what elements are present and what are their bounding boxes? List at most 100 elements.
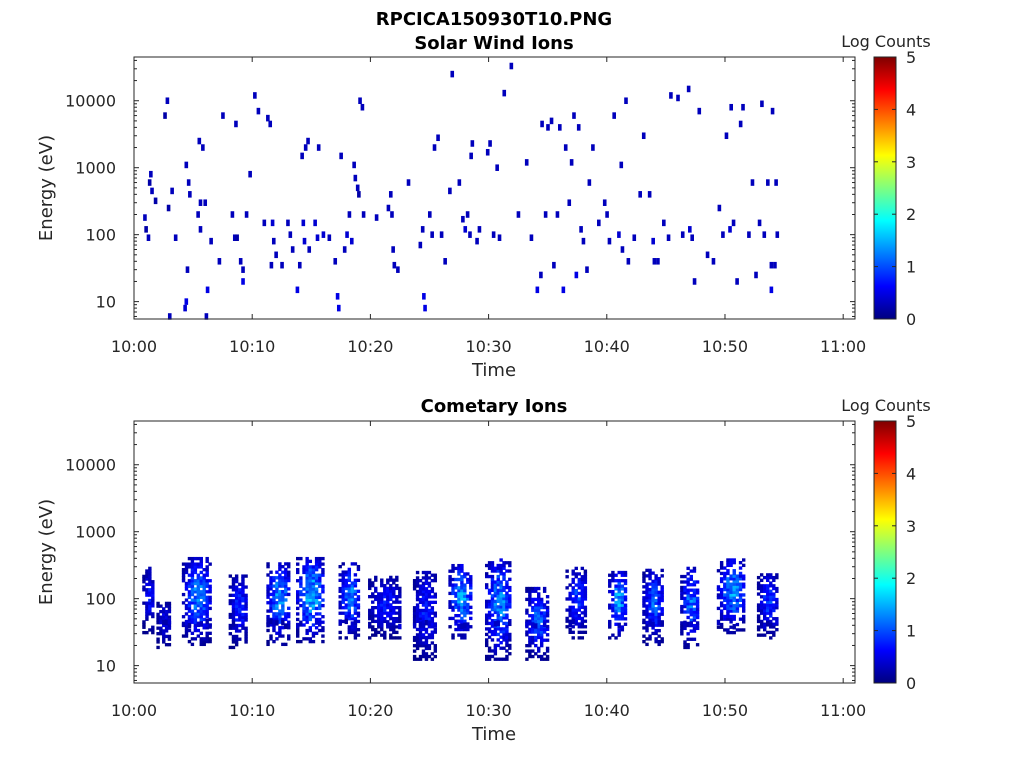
colorbar-tick-label: 1 bbox=[906, 622, 916, 641]
heatmap-cell bbox=[352, 161, 356, 169]
heatmap-cell bbox=[645, 587, 649, 592]
heatmap-cell bbox=[238, 601, 242, 606]
heatmap-cell bbox=[772, 633, 776, 637]
heatmap-cell bbox=[383, 589, 387, 593]
heatmap-cell bbox=[769, 600, 773, 604]
heatmap-cell bbox=[451, 616, 455, 621]
heatmap-cell bbox=[568, 621, 572, 628]
heatmap-cell bbox=[502, 574, 506, 579]
heatmap-cell bbox=[499, 566, 503, 570]
heatmap-cell bbox=[648, 587, 652, 592]
heatmap-cell bbox=[642, 596, 646, 600]
heatmap-cell bbox=[487, 588, 492, 593]
heatmap-cell bbox=[651, 609, 655, 614]
heatmap-cell bbox=[577, 608, 581, 612]
heatmap-cell bbox=[299, 576, 303, 580]
heatmap-cell bbox=[741, 574, 746, 578]
heatmap-cell bbox=[205, 565, 209, 569]
heatmap-cell bbox=[424, 570, 429, 575]
heatmap-cell bbox=[424, 616, 429, 621]
heatmap-cell bbox=[269, 637, 273, 641]
heatmap-cell bbox=[534, 619, 538, 623]
heatmap-cell bbox=[542, 614, 547, 618]
heatmap-cell bbox=[184, 161, 189, 169]
heatmap-cell bbox=[528, 603, 532, 607]
heatmap-cell bbox=[202, 612, 206, 616]
heatmap-cell bbox=[308, 626, 313, 630]
heatmap-cell bbox=[505, 632, 509, 637]
heatmap-cell bbox=[641, 132, 646, 140]
heatmap-cell bbox=[162, 634, 166, 639]
heatmap-cell bbox=[741, 593, 746, 597]
heatmap-cell bbox=[248, 170, 252, 178]
heatmap-cell bbox=[241, 593, 245, 597]
heatmap-cell bbox=[238, 588, 242, 592]
heatmap-cell bbox=[692, 629, 697, 633]
heatmap-cell bbox=[356, 628, 361, 632]
heatmap-cell bbox=[368, 594, 372, 599]
heatmap-cell bbox=[430, 231, 434, 238]
heatmap-cell bbox=[539, 614, 544, 618]
heatmap-cell bbox=[205, 609, 209, 613]
heatmap-cell bbox=[686, 591, 690, 595]
heatmap-cell bbox=[502, 657, 506, 661]
heatmap-cell bbox=[651, 626, 655, 630]
heatmap-cell bbox=[611, 573, 615, 577]
heatmap-cell bbox=[726, 571, 730, 576]
heatmap-cell bbox=[642, 618, 646, 625]
heatmap-cell bbox=[162, 607, 166, 611]
heatmap-cell bbox=[769, 581, 773, 585]
heatmap-cell bbox=[775, 628, 779, 632]
heatmap-cell bbox=[205, 634, 209, 638]
heatmap-cell bbox=[496, 563, 500, 568]
heatmap-cell bbox=[308, 579, 313, 583]
heatmap-cell bbox=[398, 614, 402, 618]
heatmap-cell bbox=[371, 614, 375, 618]
heatmap-cell bbox=[302, 237, 307, 245]
heatmap-cell bbox=[307, 246, 312, 253]
heatmap-cell bbox=[314, 579, 319, 583]
heatmap-cell bbox=[241, 585, 245, 589]
heatmap-cell bbox=[147, 179, 152, 186]
heatmap-cell bbox=[605, 211, 609, 218]
heatmap-cell bbox=[142, 577, 146, 581]
heatmap-cell bbox=[196, 211, 200, 218]
heatmap-cell bbox=[732, 561, 736, 565]
heatmap-cell bbox=[424, 614, 429, 618]
heatmap-cell bbox=[642, 604, 646, 608]
heatmap-cell bbox=[244, 632, 248, 636]
heatmap-cell bbox=[208, 584, 212, 588]
heatmap-cell bbox=[302, 637, 306, 641]
heatmap-cell bbox=[266, 628, 270, 633]
heatmap-cell bbox=[614, 611, 618, 616]
heatmap-cell bbox=[620, 606, 625, 610]
x-tick-label: 10:30 bbox=[466, 701, 512, 720]
heatmap-cell bbox=[502, 605, 506, 609]
heatmap-cell bbox=[308, 628, 313, 633]
heatmap-cell bbox=[759, 603, 764, 607]
heatmap-cell bbox=[196, 573, 201, 577]
heatmap-cell bbox=[269, 587, 273, 591]
heatmap-cell bbox=[389, 594, 393, 599]
heatmap-cell bbox=[386, 581, 390, 585]
heatmap-cell bbox=[490, 649, 495, 653]
heatmap-cell bbox=[723, 595, 727, 600]
heatmap-cell bbox=[412, 616, 417, 621]
heatmap-cell bbox=[774, 179, 778, 186]
heatmap-cell bbox=[311, 579, 316, 583]
heatmap-cell bbox=[762, 584, 767, 588]
heatmap-cell bbox=[499, 635, 503, 639]
heatmap-cell bbox=[686, 643, 690, 647]
heatmap-cell bbox=[469, 605, 473, 609]
heatmap-cell bbox=[642, 626, 646, 630]
heatmap-cell bbox=[231, 626, 236, 630]
heatmap-cell bbox=[463, 605, 467, 609]
heatmap-cell bbox=[199, 595, 203, 600]
heatmap-cell bbox=[496, 577, 500, 581]
heatmap-cell bbox=[418, 587, 423, 591]
heatmap-cell bbox=[284, 576, 288, 580]
heatmap-cell bbox=[208, 598, 212, 602]
heatmap-cell bbox=[732, 614, 736, 619]
heatmap-cell bbox=[651, 596, 655, 600]
